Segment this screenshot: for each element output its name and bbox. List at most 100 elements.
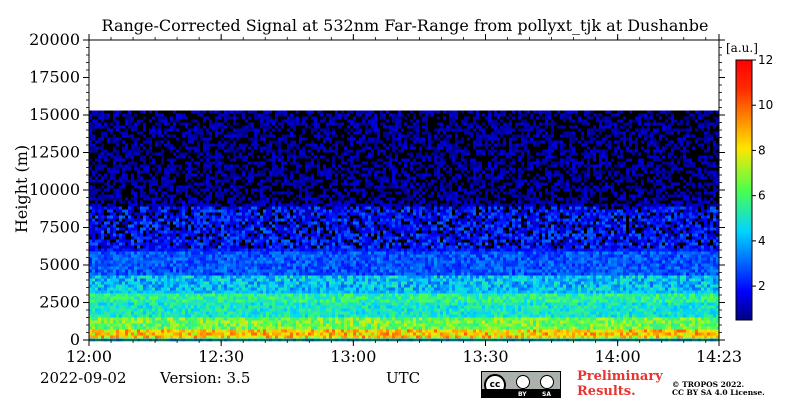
heatmap-cell — [641, 191, 644, 195]
heatmap-cell — [686, 128, 689, 132]
heatmap-cell — [233, 209, 236, 213]
heatmap-cell — [473, 170, 476, 174]
heatmap-cell — [236, 164, 239, 168]
heatmap-cell — [308, 218, 311, 222]
heatmap-cell — [245, 134, 248, 138]
heatmap-cell — [374, 185, 377, 189]
heatmap-cell — [89, 134, 92, 138]
heatmap-cell — [443, 176, 446, 180]
heatmap-cell — [488, 137, 491, 141]
heatmap-cell — [467, 131, 470, 135]
heatmap-cell — [512, 149, 515, 153]
heatmap-cell — [455, 173, 458, 177]
heatmap-cell — [374, 197, 377, 201]
heatmap-cell — [251, 122, 254, 126]
heatmap-cell — [500, 215, 503, 219]
heatmap-cell — [563, 209, 566, 213]
heatmap-cell — [644, 131, 647, 135]
heatmap-cell — [326, 176, 329, 180]
heatmap-cell — [608, 110, 611, 114]
heatmap-cell — [500, 206, 503, 210]
heatmap-cell — [680, 191, 683, 195]
heatmap-cell — [266, 197, 269, 201]
heatmap-cell — [485, 167, 488, 171]
heatmap-cell — [272, 200, 275, 204]
heatmap-cell — [197, 128, 200, 132]
heatmap-cell — [221, 122, 224, 126]
heatmap-cell — [371, 155, 374, 159]
heatmap-cell — [464, 116, 467, 120]
heatmap-cell — [98, 194, 101, 198]
heatmap-cell — [191, 200, 194, 204]
heatmap-cell — [530, 221, 533, 225]
heatmap-cell — [470, 158, 473, 162]
heatmap-cell — [287, 143, 290, 147]
heatmap-cell — [347, 149, 350, 153]
heatmap-cell — [200, 128, 203, 132]
heatmap-cell — [89, 188, 92, 192]
heatmap-cell — [464, 197, 467, 201]
heatmap-cell — [536, 224, 539, 228]
heatmap-cell — [536, 161, 539, 165]
heatmap-cell — [557, 161, 560, 165]
heatmap-cell — [200, 209, 203, 213]
heatmap-cell — [227, 206, 230, 210]
heatmap-cell — [398, 143, 401, 147]
heatmap-cell — [536, 215, 539, 219]
heatmap-cell — [242, 149, 245, 153]
heatmap-cell — [365, 173, 368, 177]
heatmap-cell — [641, 128, 644, 132]
heatmap-cell — [698, 200, 701, 204]
heatmap-cell — [104, 152, 107, 156]
heatmap-cell — [92, 206, 95, 210]
heatmap-cell — [350, 209, 353, 213]
heatmap-cell — [650, 134, 653, 138]
heatmap-cell — [137, 137, 140, 141]
heatmap-cell — [320, 113, 323, 117]
heatmap-cell — [167, 188, 170, 192]
heatmap-cell — [194, 146, 197, 150]
heatmap-cell — [158, 113, 161, 117]
heatmap-cell — [587, 176, 590, 180]
heatmap-cell — [575, 137, 578, 141]
heatmap-cell — [89, 149, 92, 153]
heatmap-cell — [386, 155, 389, 159]
heatmap-cell — [278, 128, 281, 132]
heatmap-cell — [362, 212, 365, 216]
heatmap-cell — [596, 209, 599, 213]
heatmap-cell — [686, 182, 689, 186]
heatmap-cell — [245, 155, 248, 159]
heatmap-cell — [680, 221, 683, 225]
heatmap-cell — [707, 125, 710, 129]
heatmap-cell — [713, 209, 716, 213]
heatmap-cell — [299, 215, 302, 219]
heatmap-cell — [398, 212, 401, 216]
heatmap-cell — [536, 182, 539, 186]
heatmap-cell — [626, 212, 629, 216]
heatmap-cell — [497, 113, 500, 117]
heatmap-cell — [221, 170, 224, 174]
heatmap-cell — [134, 167, 137, 171]
heatmap-cell — [608, 140, 611, 144]
heatmap-cell — [248, 122, 251, 126]
heatmap-cell — [128, 227, 131, 231]
heatmap-cell — [236, 212, 239, 216]
heatmap-cell — [158, 185, 161, 189]
heatmap-cell — [302, 212, 305, 216]
heatmap-cell — [572, 179, 575, 183]
heatmap-cell — [386, 221, 389, 225]
heatmap-cell — [341, 224, 344, 228]
heatmap-cell — [149, 185, 152, 189]
heatmap-cell — [242, 209, 245, 213]
heatmap-cell — [338, 209, 341, 213]
heatmap-cell — [476, 161, 479, 165]
heatmap-cell — [275, 191, 278, 195]
heatmap-cell — [593, 146, 596, 150]
heatmap-cell — [278, 158, 281, 162]
heatmap-cell — [137, 179, 140, 183]
heatmap-cell — [503, 206, 506, 210]
heatmap-cell — [506, 122, 509, 126]
heatmap-cell — [128, 179, 131, 183]
heatmap-cell — [227, 140, 230, 144]
heatmap-cell — [401, 197, 404, 201]
